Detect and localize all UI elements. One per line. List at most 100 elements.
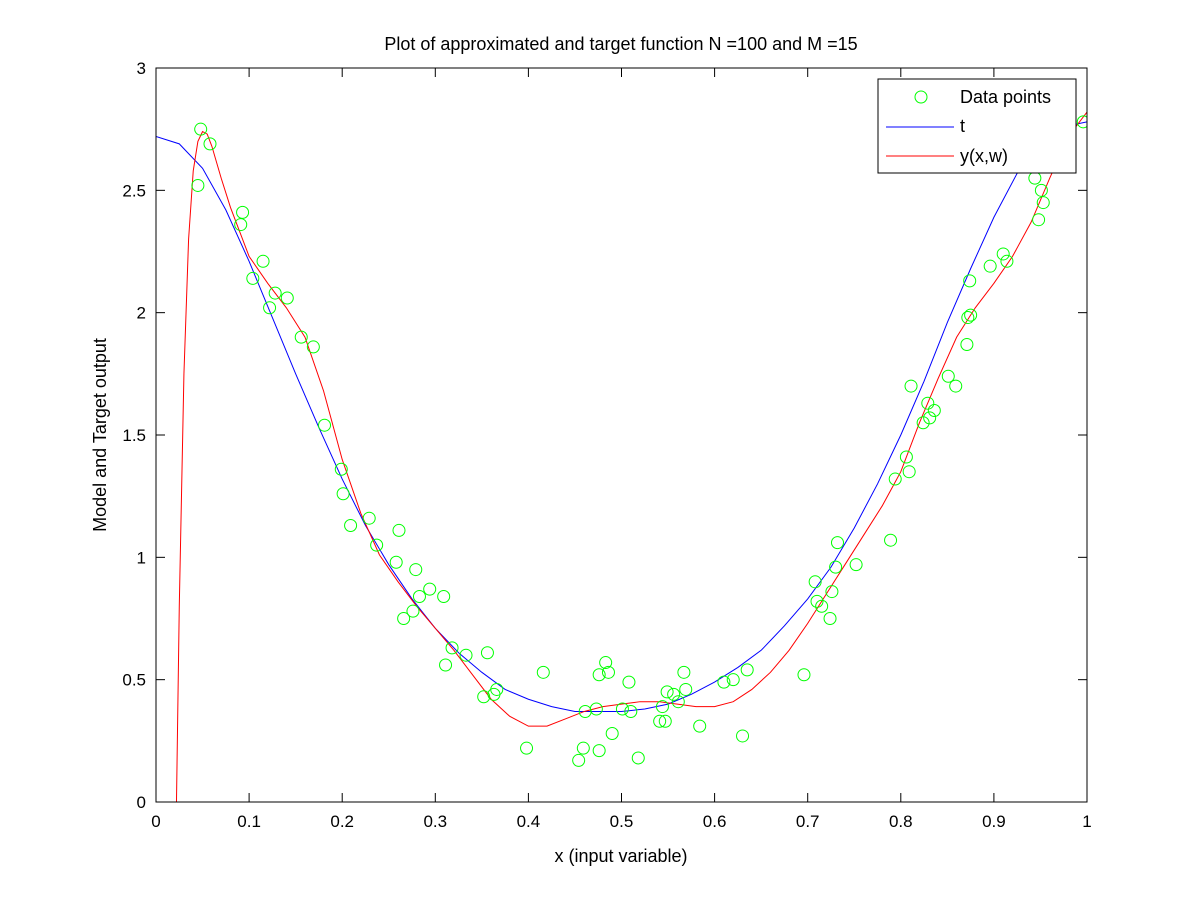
data-point xyxy=(203,137,217,151)
data-point xyxy=(983,259,997,273)
data-point xyxy=(334,462,348,476)
data-point xyxy=(996,247,1010,261)
data-point xyxy=(693,719,707,733)
data-point xyxy=(362,511,376,525)
x-tick-label: 0.3 xyxy=(423,812,447,831)
data-point xyxy=(344,519,358,533)
data-point xyxy=(823,612,837,625)
x-tick-label: 1 xyxy=(1082,812,1091,831)
data-point xyxy=(236,205,250,219)
x-tick-label: 0 xyxy=(151,812,160,831)
data-point xyxy=(490,682,504,696)
data-point xyxy=(660,685,674,699)
x-tick-label: 0.1 xyxy=(237,812,261,831)
data-point xyxy=(318,418,332,432)
data-point xyxy=(631,751,645,765)
data-point xyxy=(256,254,270,268)
data-point xyxy=(397,612,411,625)
data-point xyxy=(949,379,963,393)
data-point xyxy=(480,646,494,660)
data-point xyxy=(960,337,974,351)
data-point xyxy=(963,274,977,288)
x-tick-label: 0.9 xyxy=(982,812,1006,831)
data-point xyxy=(904,379,918,393)
data-point xyxy=(677,665,691,679)
data-point xyxy=(717,675,731,689)
data-point xyxy=(902,465,916,479)
data-point xyxy=(423,582,437,596)
x-tick-label: 0.8 xyxy=(889,812,913,831)
data-point xyxy=(888,472,902,486)
data-point xyxy=(797,668,811,682)
data-point xyxy=(389,555,403,569)
data-point xyxy=(658,714,672,728)
data-point xyxy=(736,729,750,743)
y-tick-label: 2.5 xyxy=(122,181,146,200)
x-tick-label: 0.7 xyxy=(796,812,820,831)
legend-label-t: t xyxy=(960,116,965,136)
data-point xyxy=(927,404,941,418)
data-point xyxy=(336,487,350,501)
data-point xyxy=(572,753,586,767)
data-point xyxy=(459,648,473,662)
data-point xyxy=(923,411,937,425)
y-tick-label: 3 xyxy=(137,59,146,78)
y-axis-label: Model and Target output xyxy=(90,338,110,532)
data-point xyxy=(829,560,843,574)
x-tick-label: 0.5 xyxy=(610,812,634,831)
data-point xyxy=(392,523,406,537)
data-point xyxy=(576,741,590,755)
data-point xyxy=(370,538,384,552)
legend: Data points t y(x,w) xyxy=(877,78,1077,174)
data-point xyxy=(624,704,638,718)
data-point xyxy=(439,658,453,672)
data-point xyxy=(964,308,978,322)
y-tick-label: 1 xyxy=(137,548,146,567)
y-tick-label: 0 xyxy=(137,793,146,812)
data-point xyxy=(445,641,459,655)
data-point xyxy=(849,558,863,572)
data-point xyxy=(477,690,491,704)
data-point xyxy=(679,682,693,696)
data-point xyxy=(830,536,844,550)
data-point xyxy=(280,291,294,305)
data-point xyxy=(194,122,208,136)
data-point xyxy=(740,663,754,677)
data-point xyxy=(961,311,975,325)
data-point xyxy=(601,665,615,679)
legend-label-data-points: Data points xyxy=(960,87,1051,107)
data-point xyxy=(536,665,550,679)
data-point xyxy=(234,218,248,232)
data-point xyxy=(667,687,681,701)
data-point xyxy=(406,604,420,618)
legend-label-yxw: y(x,w) xyxy=(960,146,1008,166)
data-point xyxy=(605,726,619,740)
data-point xyxy=(622,675,636,689)
series-line-yxw xyxy=(175,111,1087,802)
data-point xyxy=(825,585,839,599)
data-point xyxy=(409,563,423,577)
series-line-t xyxy=(156,121,1087,712)
data-point xyxy=(294,330,308,344)
data-point xyxy=(884,533,898,547)
y-tick-label: 1.5 xyxy=(122,426,146,445)
data-point xyxy=(808,575,822,589)
data-point xyxy=(916,416,930,430)
data-point xyxy=(921,396,935,410)
data-point xyxy=(520,741,534,755)
data-point xyxy=(671,695,685,709)
data-point xyxy=(191,178,205,192)
x-axis-label: x (input variable) xyxy=(554,846,687,866)
x-tick-label: 0.4 xyxy=(517,812,541,831)
data-point xyxy=(592,668,606,682)
data-point xyxy=(941,369,955,383)
data-point xyxy=(1032,213,1046,227)
data-point xyxy=(589,702,603,716)
legend-marker-data-points xyxy=(914,90,928,104)
data-point xyxy=(615,702,629,716)
data-point xyxy=(592,744,606,758)
legend-box xyxy=(877,78,1077,174)
data-point xyxy=(653,714,667,728)
data-point xyxy=(726,673,740,687)
